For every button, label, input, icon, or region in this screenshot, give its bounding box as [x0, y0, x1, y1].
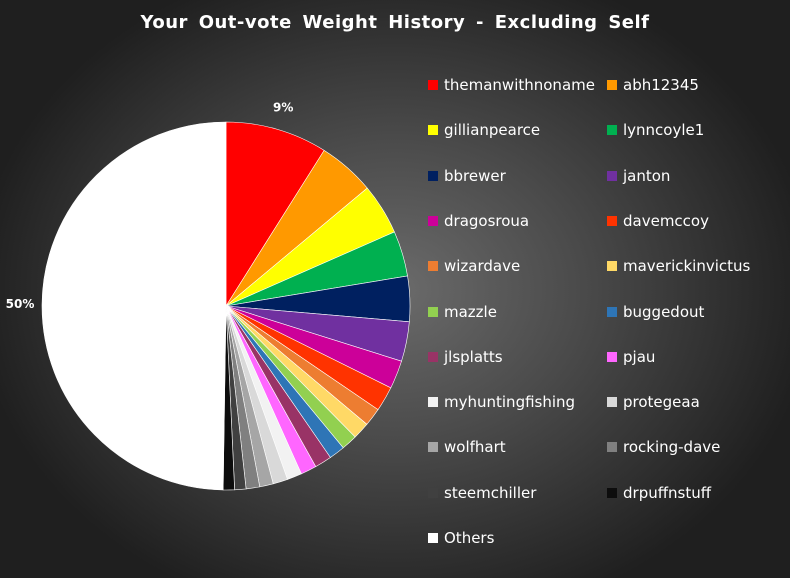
legend-label: wolfhart	[444, 438, 506, 457]
legend-label: steemchiller	[444, 483, 537, 502]
legend-swatch	[428, 442, 438, 453]
legend-swatch	[607, 80, 617, 90]
legend-label: gillianpearce	[444, 121, 541, 140]
legend-item: lynncoyle1	[607, 121, 704, 139]
legend-label: protegeaa	[623, 393, 700, 412]
legend-swatch	[428, 487, 438, 498]
legend-swatch	[607, 125, 617, 136]
legend-swatch	[607, 351, 617, 362]
legend-swatch	[428, 397, 438, 408]
legend-swatch	[428, 215, 438, 226]
legend-label: bbrewer	[444, 166, 506, 185]
legend-item: pjau	[607, 348, 655, 366]
legend-swatch	[607, 442, 617, 453]
legend-item: steemchiller	[428, 484, 536, 502]
pie-slice-themanwithnoname	[225, 121, 325, 308]
legend-swatch	[428, 170, 438, 181]
legend-swatch	[428, 261, 438, 272]
legend-item: Others	[428, 529, 494, 547]
legend-label: myhuntingfishing	[444, 393, 576, 412]
legend-item: buggedout	[607, 303, 704, 321]
legend-item: mazzle	[428, 303, 497, 321]
legend-label: Others	[444, 529, 495, 547]
legend-swatch	[607, 261, 617, 272]
legend-label: mazzle	[444, 302, 497, 321]
legend-swatch	[428, 533, 438, 543]
data-label-others: 50%	[6, 297, 35, 311]
legend-label: dragosroua	[444, 211, 530, 230]
legend-label: abh12345	[623, 76, 699, 94]
legend-item: gillianpearce	[428, 121, 540, 139]
legend-item: jlsplatts	[428, 348, 503, 366]
legend-label: themanwithnoname	[444, 76, 595, 94]
legend-label: drpuffnstuff	[623, 483, 712, 502]
legend-swatch	[428, 351, 438, 362]
legend-label: jlsplatts	[444, 347, 503, 366]
legend-item: themanwithnoname	[428, 76, 595, 94]
legend-label: janton	[623, 166, 671, 185]
legend-label: davemccoy	[623, 211, 709, 230]
legend-item: abh12345	[607, 76, 699, 94]
legend-swatch	[428, 306, 438, 317]
legend-label: pjau	[623, 347, 656, 366]
legend-label: rocking-dave	[623, 438, 721, 457]
pie-slice-others	[41, 121, 227, 491]
legend-swatch	[607, 397, 617, 408]
legend-item: dragosroua	[428, 212, 529, 230]
legend-item: wizardave	[428, 257, 520, 275]
legend-item: janton	[607, 167, 670, 185]
legend-item: protegeaa	[607, 393, 700, 411]
legend-item: maverickinvictus	[607, 257, 750, 275]
legend-swatch	[607, 170, 617, 181]
legend-item: davemccoy	[607, 212, 709, 230]
legend-item: rocking-dave	[607, 438, 720, 456]
legend-label: wizardave	[444, 257, 521, 276]
legend-swatch	[428, 125, 438, 136]
legend-item: wolfhart	[428, 438, 506, 456]
legend-swatch	[428, 80, 438, 90]
legend-label: buggedout	[623, 302, 705, 321]
legend-swatch	[607, 306, 617, 317]
legend-label: lynncoyle1	[623, 121, 705, 140]
data-label-themanwithnoname: 9%	[273, 101, 293, 115]
legend-item: myhuntingfishing	[428, 393, 575, 411]
legend-label: maverickinvictus	[623, 257, 751, 276]
chart-title: Your Out-vote Weight History - Excluding…	[140, 12, 650, 33]
legend-item: bbrewer	[428, 167, 506, 185]
legend-item: drpuffnstuff	[607, 484, 711, 502]
legend-swatch	[607, 487, 617, 498]
legend-swatch	[607, 215, 617, 226]
